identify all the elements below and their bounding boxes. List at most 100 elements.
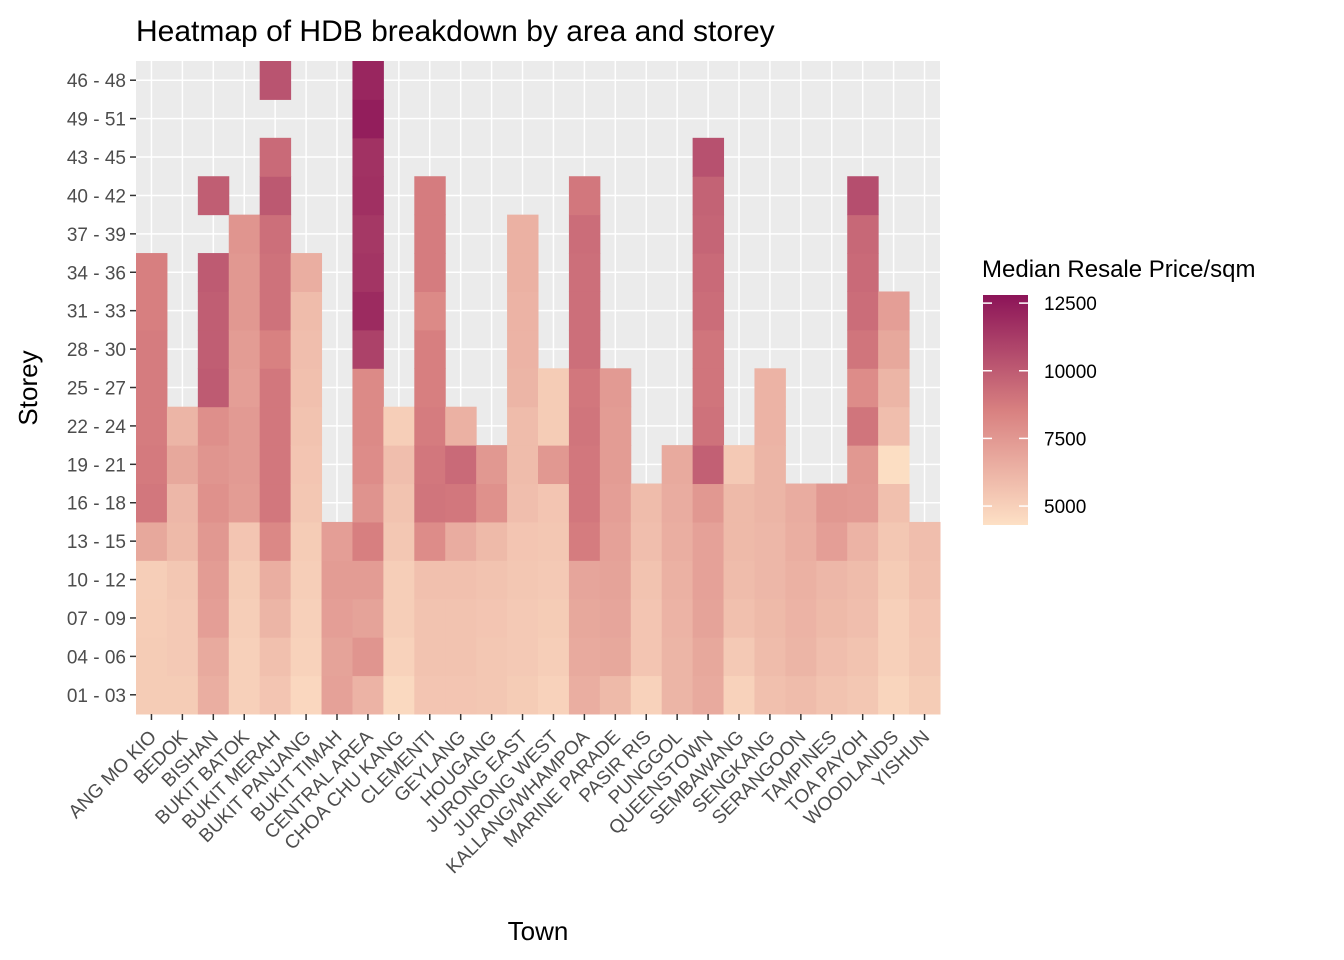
heatmap-tile [228, 521, 261, 561]
heatmap-tile [259, 214, 292, 254]
heatmap-tile [383, 406, 415, 446]
heatmap-tile [197, 291, 230, 331]
y-tick-label: 37 - 39 [67, 225, 126, 246]
heatmap-tile [197, 329, 230, 369]
heatmap-tile [136, 560, 168, 600]
heatmap-tile [754, 483, 786, 523]
heatmap-tile [692, 406, 725, 446]
heatmap-tile [259, 61, 292, 100]
heatmap-tile [352, 406, 384, 446]
heatmap-tile [723, 560, 755, 600]
heatmap-tile [414, 445, 446, 485]
heatmap-tile [476, 637, 508, 677]
heatmap-tile [507, 598, 539, 638]
heatmap-tile [197, 637, 230, 677]
heatmap-tile [259, 521, 292, 561]
heatmap-tile [414, 521, 446, 561]
heatmap-tile [136, 637, 168, 677]
heatmap-tile [692, 675, 725, 715]
heatmap-tile [692, 253, 725, 292]
y-tick-label: 13 - 15 [67, 532, 126, 553]
heatmap-tile [692, 176, 725, 216]
heatmap-tile [538, 483, 570, 523]
heatmap-tile [228, 406, 261, 446]
heatmap-tile [166, 521, 199, 561]
heatmap-tile [197, 675, 230, 715]
heatmap-tile [352, 253, 384, 292]
heatmap-tile [538, 406, 570, 446]
heatmap-tile [197, 368, 230, 408]
heatmap-tile [290, 329, 323, 369]
heatmap-tile [414, 253, 446, 292]
heatmap-tile [661, 521, 694, 561]
heatmap-tile [166, 406, 199, 446]
heatmap-tile [568, 637, 601, 677]
heatmap-tile [259, 329, 292, 369]
heatmap-tile [630, 483, 663, 523]
y-tick-label: 10 - 12 [67, 571, 126, 592]
heatmap-tile [661, 637, 694, 677]
legend-ticks: 5000 7500 10000 12500 [983, 294, 1097, 518]
heatmap-tile [259, 483, 292, 523]
heatmap-tile [568, 253, 601, 292]
heatmap-tile [414, 406, 446, 446]
heatmap-tile [352, 291, 384, 331]
heatmap-tile [259, 675, 292, 715]
heatmap-tile [228, 329, 261, 369]
heatmap-tile [197, 560, 230, 600]
heatmap-tile [785, 637, 817, 677]
heatmap-tile [259, 291, 292, 331]
heatmap-tile [290, 445, 323, 485]
heatmap-tile [847, 176, 879, 216]
heatmap-tile [599, 675, 632, 715]
heatmap-tile [785, 598, 817, 638]
heatmap-tile [847, 637, 879, 677]
heatmap-tile [352, 483, 384, 523]
heatmap-tile [136, 598, 168, 638]
heatmap-tile [352, 521, 384, 561]
heatmap-tile [785, 521, 817, 561]
heatmap-tile [692, 521, 725, 561]
heatmap-tile [754, 637, 786, 677]
heatmap-tile [352, 560, 384, 600]
heatmap-tile [507, 406, 539, 446]
heatmap-tile [599, 637, 632, 677]
heatmap-tile [909, 560, 941, 600]
y-tick-label: 28 - 30 [67, 340, 126, 361]
heatmap-tile [692, 214, 725, 254]
heatmap-tile [568, 291, 601, 331]
y-tick-label: 19 - 21 [67, 455, 126, 476]
heatmap-tile [754, 598, 786, 638]
heatmap-tile [568, 368, 601, 408]
heatmap-tile [197, 406, 230, 446]
heatmap-tile [352, 675, 384, 715]
heatmap-tile [785, 675, 817, 715]
heatmap-tile [754, 675, 786, 715]
heatmap-tile [816, 483, 848, 523]
heatmap-tile [568, 675, 601, 715]
heatmap-tile [661, 445, 694, 485]
heatmap-tile [228, 675, 261, 715]
heatmap-tile [507, 368, 539, 408]
heatmap-tile [847, 214, 879, 254]
heatmap-tile [383, 598, 415, 638]
heatmap-tile [878, 406, 910, 446]
heatmap-tile [136, 291, 168, 331]
heatmap-tile [414, 291, 446, 331]
heatmap-tile [259, 137, 292, 177]
heatmap-tile [847, 445, 879, 485]
heatmap-tile [785, 560, 817, 600]
heatmap-tile [568, 445, 601, 485]
heatmap-tile [476, 483, 508, 523]
heatmap-tile [228, 253, 261, 292]
heatmap-tile [661, 560, 694, 600]
heatmap-tile [290, 368, 323, 408]
legend-tick-label: 7500 [1044, 429, 1086, 450]
heatmap-tile [909, 637, 941, 677]
heatmap-tile [507, 253, 539, 292]
heatmap-tile [476, 560, 508, 600]
heatmap-tile [414, 176, 446, 216]
heatmap-tile [847, 406, 879, 446]
heatmap-tile [166, 445, 199, 485]
heatmap-tile [228, 445, 261, 485]
